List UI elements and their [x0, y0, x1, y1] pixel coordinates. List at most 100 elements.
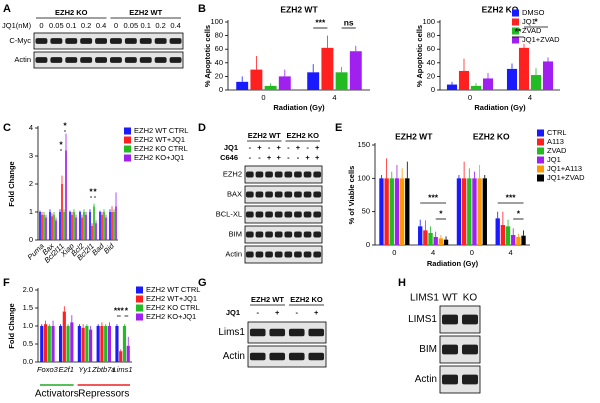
significance-label: *	[63, 120, 67, 130]
bar	[107, 326, 112, 362]
bar	[85, 326, 89, 362]
blot-band	[50, 57, 63, 63]
treatment-sign: +	[296, 143, 301, 152]
bar	[516, 237, 521, 245]
bar	[83, 212, 85, 240]
y-tick-label: 0	[29, 235, 33, 244]
bar	[51, 326, 55, 362]
blot-band	[265, 231, 273, 238]
significance-label: ***	[315, 17, 326, 27]
blot-band	[288, 328, 305, 337]
legend-label: JQ1	[522, 17, 536, 26]
blot-band	[255, 191, 264, 198]
bar	[71, 214, 73, 240]
blot-strip	[244, 245, 323, 264]
bar	[122, 326, 127, 362]
x-tick-label: Bid	[102, 241, 117, 256]
x-tick-label: 4	[528, 93, 532, 102]
significance-label: ***	[114, 305, 125, 315]
y-tick-label: 0.5	[23, 339, 33, 348]
bar	[99, 212, 101, 240]
blot-band	[35, 57, 48, 63]
bar	[264, 85, 277, 90]
blot-row-label: BIM	[229, 229, 242, 238]
bar	[335, 72, 348, 90]
legend-label: JQ1+ZVAD	[547, 173, 585, 182]
bar	[500, 225, 506, 245]
y-tick-label: 1.5	[23, 303, 33, 312]
blot-strip	[33, 51, 184, 69]
panel-letter: A	[3, 3, 11, 15]
blot-row-label: Actin	[415, 374, 437, 385]
blot-band	[303, 211, 312, 218]
legend-swatch	[136, 295, 143, 303]
bar	[477, 178, 482, 245]
blot-strip	[244, 205, 323, 224]
bar	[111, 212, 113, 240]
bar	[472, 178, 477, 245]
blot-band	[124, 38, 137, 44]
blot-band	[245, 171, 254, 178]
y-tick-label: 40	[215, 58, 223, 67]
treatment-sign: +	[314, 308, 319, 317]
blot-strip	[33, 32, 184, 50]
blot-band	[65, 57, 78, 63]
blot-band	[35, 38, 48, 44]
bar	[236, 81, 249, 90]
bar	[45, 217, 47, 240]
treatment-sign: +	[315, 153, 320, 162]
bar	[349, 51, 362, 90]
blot-band	[109, 57, 122, 63]
x-tick-label: Foxo3	[37, 365, 59, 374]
bar	[49, 212, 51, 240]
x-tick-label: Yy1	[79, 365, 92, 374]
y-tick-label: 100	[210, 17, 223, 26]
bar	[542, 61, 554, 90]
bar	[66, 326, 70, 362]
panel-letter: F	[3, 277, 10, 289]
blot-strip	[247, 345, 327, 368]
treatment-name: JQ1	[226, 308, 240, 317]
blot-band	[249, 328, 266, 337]
lane-label: 0	[39, 21, 43, 30]
significance-label: *	[125, 305, 129, 315]
blot-band	[265, 191, 273, 198]
blot-group: EZH2 WT	[129, 8, 162, 17]
legend-label: EZH2 KO CTRL	[146, 303, 200, 312]
blot-band	[462, 314, 478, 325]
bar	[307, 72, 320, 90]
bar	[62, 311, 66, 362]
bar	[96, 326, 100, 362]
legend-label: EZH2 KO+JQ1	[146, 312, 196, 321]
bar	[115, 206, 117, 240]
y-tick-label: 0	[366, 240, 370, 249]
blot-band	[265, 211, 273, 218]
blot-row-label: BCL-XL	[216, 209, 242, 218]
lane-label: 0.2	[81, 21, 91, 30]
blot-row-label: Actin	[223, 351, 245, 362]
y-tick-label: 50	[362, 207, 370, 216]
bar	[399, 178, 405, 245]
significance-label: *	[439, 208, 443, 218]
bar	[482, 78, 494, 90]
legend-label: EZH2 WT+JQ1	[134, 135, 185, 144]
y-axis-label: % of Viable cells	[347, 166, 356, 225]
bar	[51, 216, 53, 240]
bar	[506, 68, 518, 90]
treatment-sign: +	[276, 153, 281, 162]
blot-band	[462, 374, 478, 385]
blot-band	[274, 191, 283, 198]
y-tick-label: 0	[431, 85, 435, 94]
blot-band	[284, 251, 293, 258]
legend-swatch	[512, 9, 519, 17]
treatment-sign: -	[287, 143, 290, 152]
blot-band	[109, 38, 122, 44]
x-tick-label: Zbtb7a	[91, 365, 115, 374]
bar	[511, 235, 516, 245]
blot-band	[255, 171, 264, 178]
blot-row-label: C-Myc	[9, 36, 31, 45]
blot-band	[303, 171, 312, 178]
significance-label: *	[89, 186, 93, 196]
bar	[47, 326, 51, 362]
blot-band	[274, 211, 283, 218]
